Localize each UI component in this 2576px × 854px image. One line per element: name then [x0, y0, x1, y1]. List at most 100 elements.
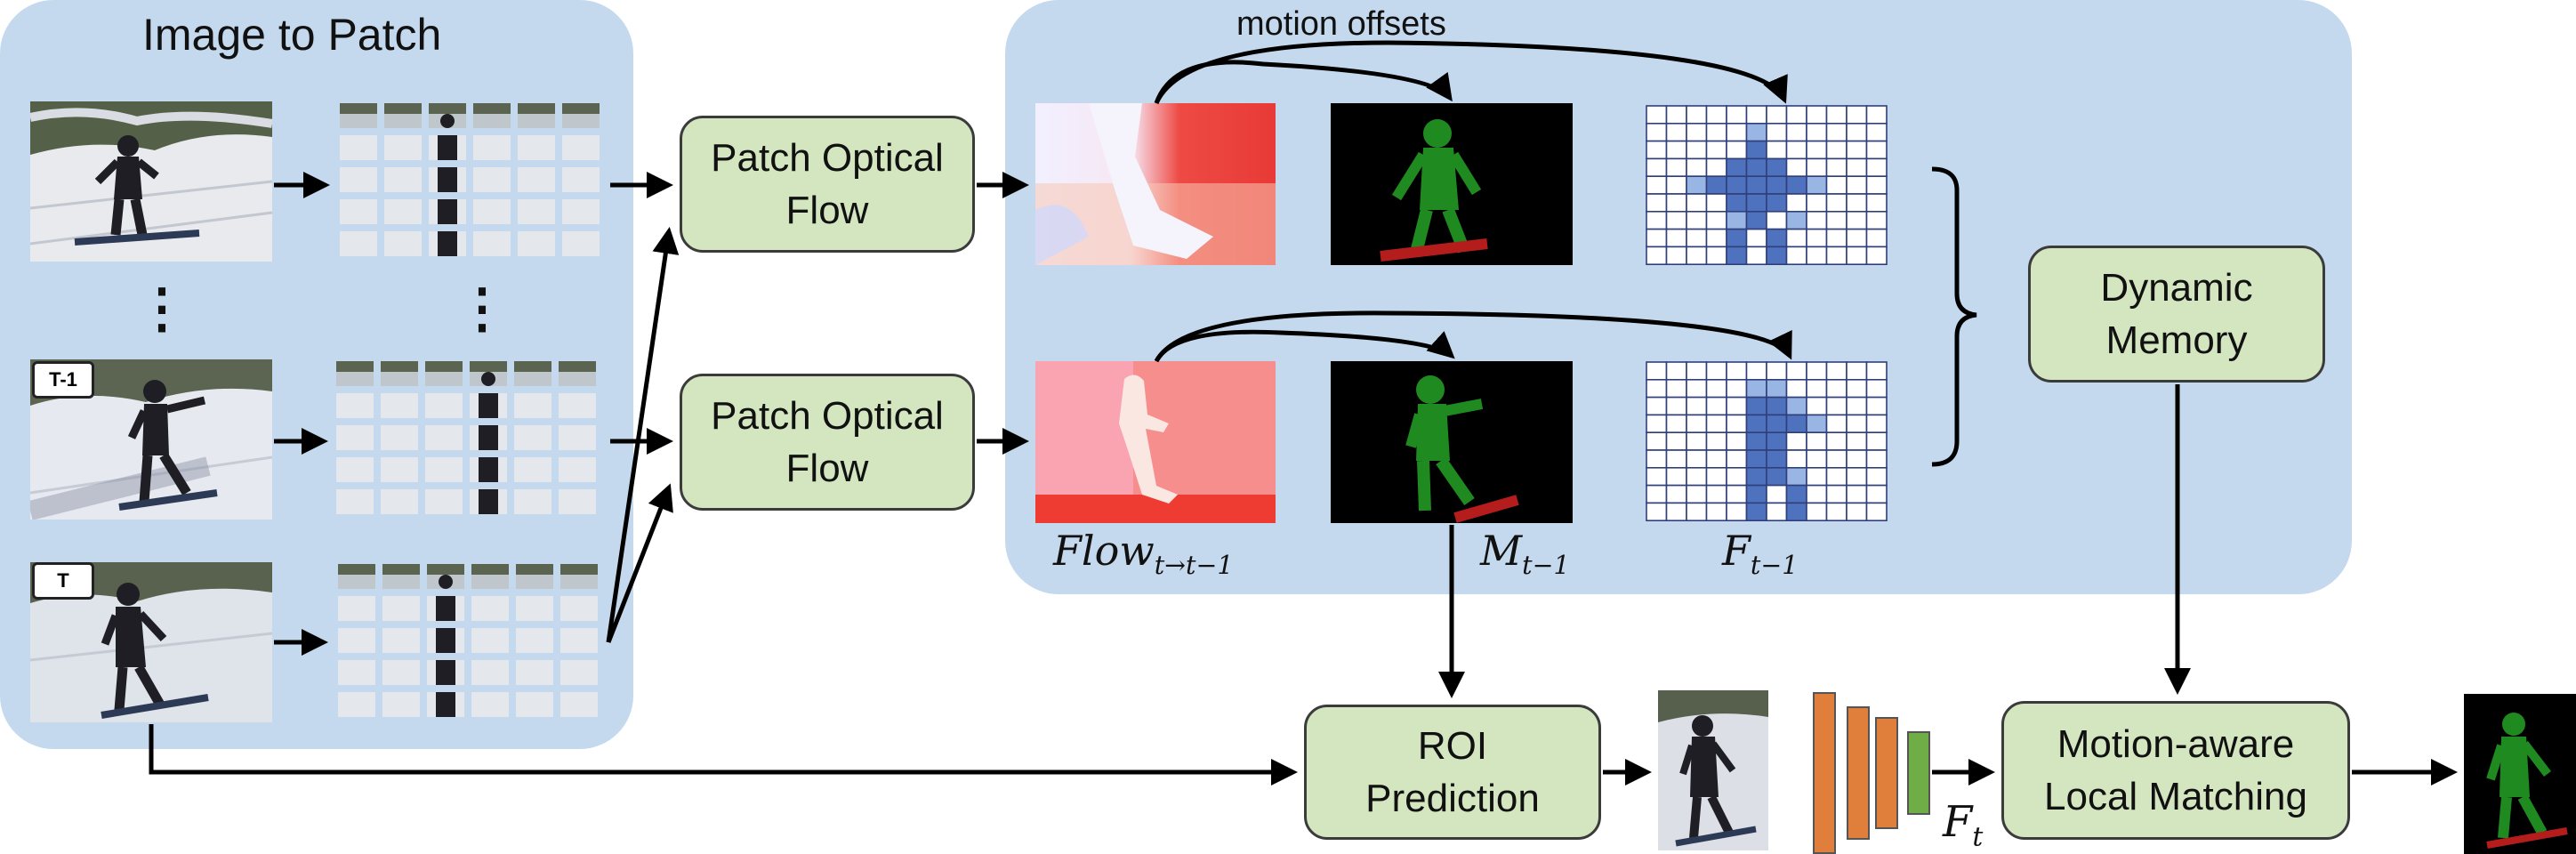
- patch-tile: [518, 135, 555, 160]
- feature-cell: [1665, 431, 1687, 451]
- feature-cell: [1686, 211, 1708, 230]
- patch-tile: [516, 660, 553, 685]
- encoder-bar-1: [1813, 692, 1836, 854]
- patch-tile: [514, 393, 551, 418]
- patch-tile: [382, 660, 420, 685]
- feature-cell: [1806, 175, 1828, 195]
- feature-cell: [1665, 246, 1687, 265]
- feature-cell: [1766, 467, 1788, 487]
- feature-cell: [1726, 140, 1748, 160]
- patch-tile: [384, 199, 422, 224]
- patch-tile: [559, 489, 596, 514]
- feature-cell: [1865, 449, 1888, 469]
- feature-cell: [1846, 122, 1868, 142]
- feature-cell: [1846, 140, 1868, 160]
- feature-cell: [1806, 105, 1828, 125]
- flow-image-bottom: [1035, 361, 1276, 523]
- feature-cell: [1766, 396, 1788, 416]
- feature-cell: [1806, 140, 1828, 160]
- feature-cell: [1846, 157, 1868, 178]
- feature-cell: [1705, 484, 1727, 504]
- feature-cell: [1686, 396, 1708, 416]
- feature-cell: [1846, 396, 1868, 416]
- ft-label: Ft: [1943, 797, 1984, 853]
- feature-cell: [1646, 396, 1668, 416]
- feature-cell: [1865, 105, 1888, 125]
- encoder-bar-4: [1907, 731, 1930, 815]
- feature-cell: [1785, 378, 1807, 399]
- feature-cell: [1846, 193, 1868, 213]
- feature-cell: [1865, 228, 1888, 248]
- patch-tile: [516, 628, 553, 653]
- feature-cell: [1686, 467, 1708, 487]
- feature-cell: [1646, 484, 1668, 504]
- feature-cell: [1665, 211, 1687, 230]
- feature-cell: [1665, 140, 1687, 160]
- feature-cell: [1825, 105, 1847, 125]
- feature-cell: [1825, 378, 1847, 399]
- patch-tile: [471, 596, 509, 621]
- patch-tile: [382, 596, 420, 621]
- feature-cell: [1646, 378, 1668, 399]
- feature-cell: [1785, 122, 1807, 142]
- feature-cell: [1686, 105, 1708, 125]
- feature-cell: [1785, 246, 1807, 265]
- feature-cell: [1646, 211, 1668, 230]
- feature-cell: [1745, 414, 1767, 434]
- encoder-bar-2: [1847, 706, 1870, 840]
- feature-cell: [1726, 193, 1748, 213]
- feature-cell: [1665, 361, 1687, 381]
- patch-tile: [471, 628, 509, 653]
- feature-cell: [1705, 140, 1727, 160]
- feature-cell: [1766, 449, 1788, 469]
- feature-cell: [1646, 122, 1668, 142]
- feature-cell: [1646, 246, 1668, 265]
- feature-cell: [1825, 228, 1847, 248]
- feature-cell: [1825, 211, 1847, 230]
- feature-cell: [1726, 414, 1748, 434]
- feature-cell: [1745, 122, 1767, 142]
- patch-tile: [338, 596, 375, 621]
- patch-tile: [382, 692, 420, 717]
- feature-cell: [1785, 140, 1807, 160]
- dynamic-memory-box: Dynamic Memory: [2028, 246, 2325, 383]
- feature-cell: [1825, 467, 1847, 487]
- feature-cell: [1646, 228, 1668, 248]
- patch-tile: [425, 489, 463, 514]
- feature-cell: [1806, 228, 1828, 248]
- patch-tile: [562, 167, 600, 192]
- patch-optical-flow-top-box: Patch Optical Flow: [680, 116, 975, 253]
- feature-cell: [1665, 414, 1687, 434]
- flow-image-top: [1035, 103, 1276, 265]
- patch-tile: [562, 135, 600, 160]
- patch-tile: [381, 489, 418, 514]
- patch-tile: [336, 425, 374, 450]
- feature-cell: [1646, 157, 1668, 178]
- feature-cell: [1745, 502, 1767, 521]
- flow-label: Flowt→t−1: [1053, 527, 1234, 580]
- feature-cell: [1766, 175, 1788, 195]
- feature-cell: [1766, 361, 1788, 381]
- patch-tile: [560, 660, 598, 685]
- patch-tile: [518, 231, 555, 256]
- feature-grid-top: [1646, 105, 1889, 265]
- patch-tile: [381, 393, 418, 418]
- feature-cell: [1726, 467, 1748, 487]
- feature-cell: [1705, 246, 1727, 265]
- patch-tile: [516, 596, 553, 621]
- feature-cell: [1705, 378, 1727, 399]
- feature-cell: [1686, 228, 1708, 248]
- feature-cell: [1686, 449, 1708, 469]
- frame-tag-t: T: [32, 562, 94, 600]
- feature-cell: [1665, 396, 1687, 416]
- feature-cell: [1705, 122, 1727, 142]
- feature-cell: [1806, 361, 1828, 381]
- ellipsis-left: ⋮: [135, 278, 189, 338]
- feature-cell: [1806, 449, 1828, 469]
- patch-tile: [338, 628, 375, 653]
- feature-cell: [1726, 502, 1748, 521]
- feature-cell: [1865, 211, 1888, 230]
- feature-cell: [1766, 211, 1788, 230]
- feature-cell: [1846, 431, 1868, 451]
- feature-cell: [1665, 193, 1687, 213]
